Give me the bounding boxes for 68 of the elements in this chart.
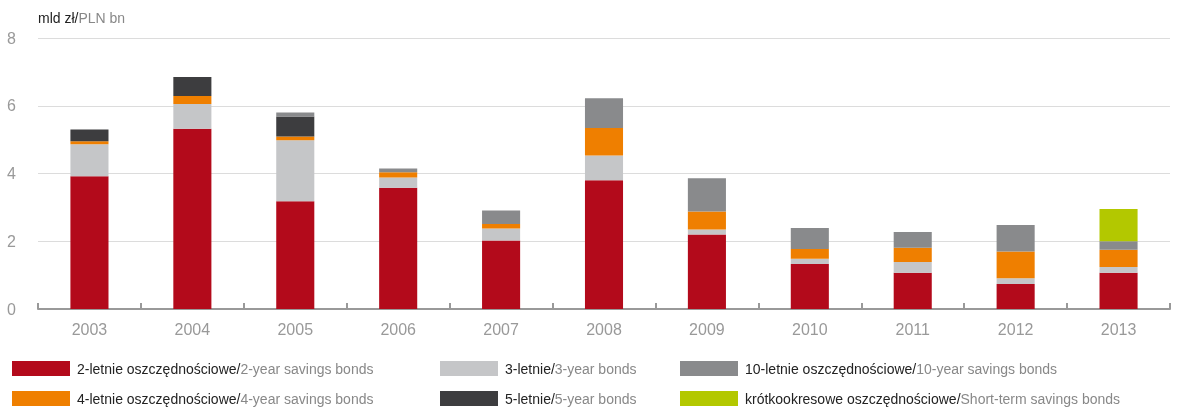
x-tick-label: 2005 — [277, 320, 314, 338]
bar — [173, 95, 212, 105]
x-tick-label: 2011 — [895, 320, 931, 338]
bar — [996, 283, 1035, 309]
bar — [70, 176, 109, 309]
y-axis-title: mld zł/PLN bn — [38, 10, 126, 26]
bar — [1099, 272, 1138, 309]
x-tick-label: 2009 — [689, 320, 725, 338]
bar — [790, 249, 829, 259]
bar — [70, 129, 109, 142]
bar — [996, 251, 1035, 279]
bar — [687, 211, 726, 230]
y-tick-label: 2 — [7, 232, 17, 250]
bar — [482, 228, 521, 241]
y-tick-label: 0 — [7, 300, 17, 318]
bar — [893, 232, 932, 248]
bar — [996, 224, 1035, 252]
bar — [584, 98, 624, 129]
legend-label: 3-letnie/3-year bonds — [505, 360, 637, 377]
y-tick-label: 6 — [7, 97, 17, 115]
bar — [687, 234, 726, 309]
x-tick-label: 2006 — [380, 320, 417, 338]
bar — [276, 140, 315, 202]
bar — [790, 263, 829, 309]
x-tick-label: 2004 — [174, 320, 211, 338]
legend-label: 4-letnie oszczędnościowe/4-year savings bonds — [77, 390, 374, 407]
bar — [893, 247, 932, 262]
bar — [379, 168, 418, 173]
bar — [379, 172, 418, 178]
bar — [1099, 241, 1138, 250]
bar — [1099, 209, 1138, 242]
bar — [687, 229, 726, 235]
bar — [70, 144, 109, 177]
bar — [893, 272, 932, 309]
bar — [790, 228, 829, 250]
bar — [173, 104, 212, 129]
bar — [893, 261, 932, 273]
y-tick-label: 4 — [7, 165, 17, 182]
bar — [584, 155, 624, 181]
bar — [70, 141, 109, 145]
legend-label: 2-letnie oszczędnościowe/2-year savings bonds — [77, 360, 374, 377]
x-tick-label: 2003 — [71, 320, 108, 338]
bar — [584, 128, 624, 156]
bar — [276, 112, 315, 117]
bar — [173, 76, 212, 96]
x-tick-label: 2010 — [792, 320, 828, 338]
bar — [1099, 267, 1138, 273]
bar — [790, 258, 829, 264]
bar — [584, 180, 624, 309]
bar — [1099, 249, 1138, 267]
y-tick-label: 8 — [7, 29, 17, 47]
bar — [379, 177, 418, 188]
x-tick-label: 2012 — [997, 320, 1034, 338]
bar — [482, 223, 521, 229]
legend-label: krótkookresowe oszczędnościowe/Short-term savings bonds — [745, 390, 1121, 407]
bar — [996, 278, 1035, 284]
x-tick-label: 2008 — [586, 320, 622, 338]
legend-label: 5-letnie/5-year bonds — [505, 390, 637, 407]
bar — [482, 210, 521, 224]
legend-label: 10-letnie oszczędnościowe/10-year savings bonds — [745, 360, 1058, 377]
bar — [687, 178, 726, 212]
x-tick-label: 2007 — [483, 320, 519, 338]
bar — [276, 116, 315, 137]
bar — [379, 187, 418, 309]
bar — [482, 240, 521, 309]
bar — [173, 128, 212, 309]
bar — [276, 201, 315, 309]
x-tick-label: 2013 — [1100, 320, 1137, 338]
